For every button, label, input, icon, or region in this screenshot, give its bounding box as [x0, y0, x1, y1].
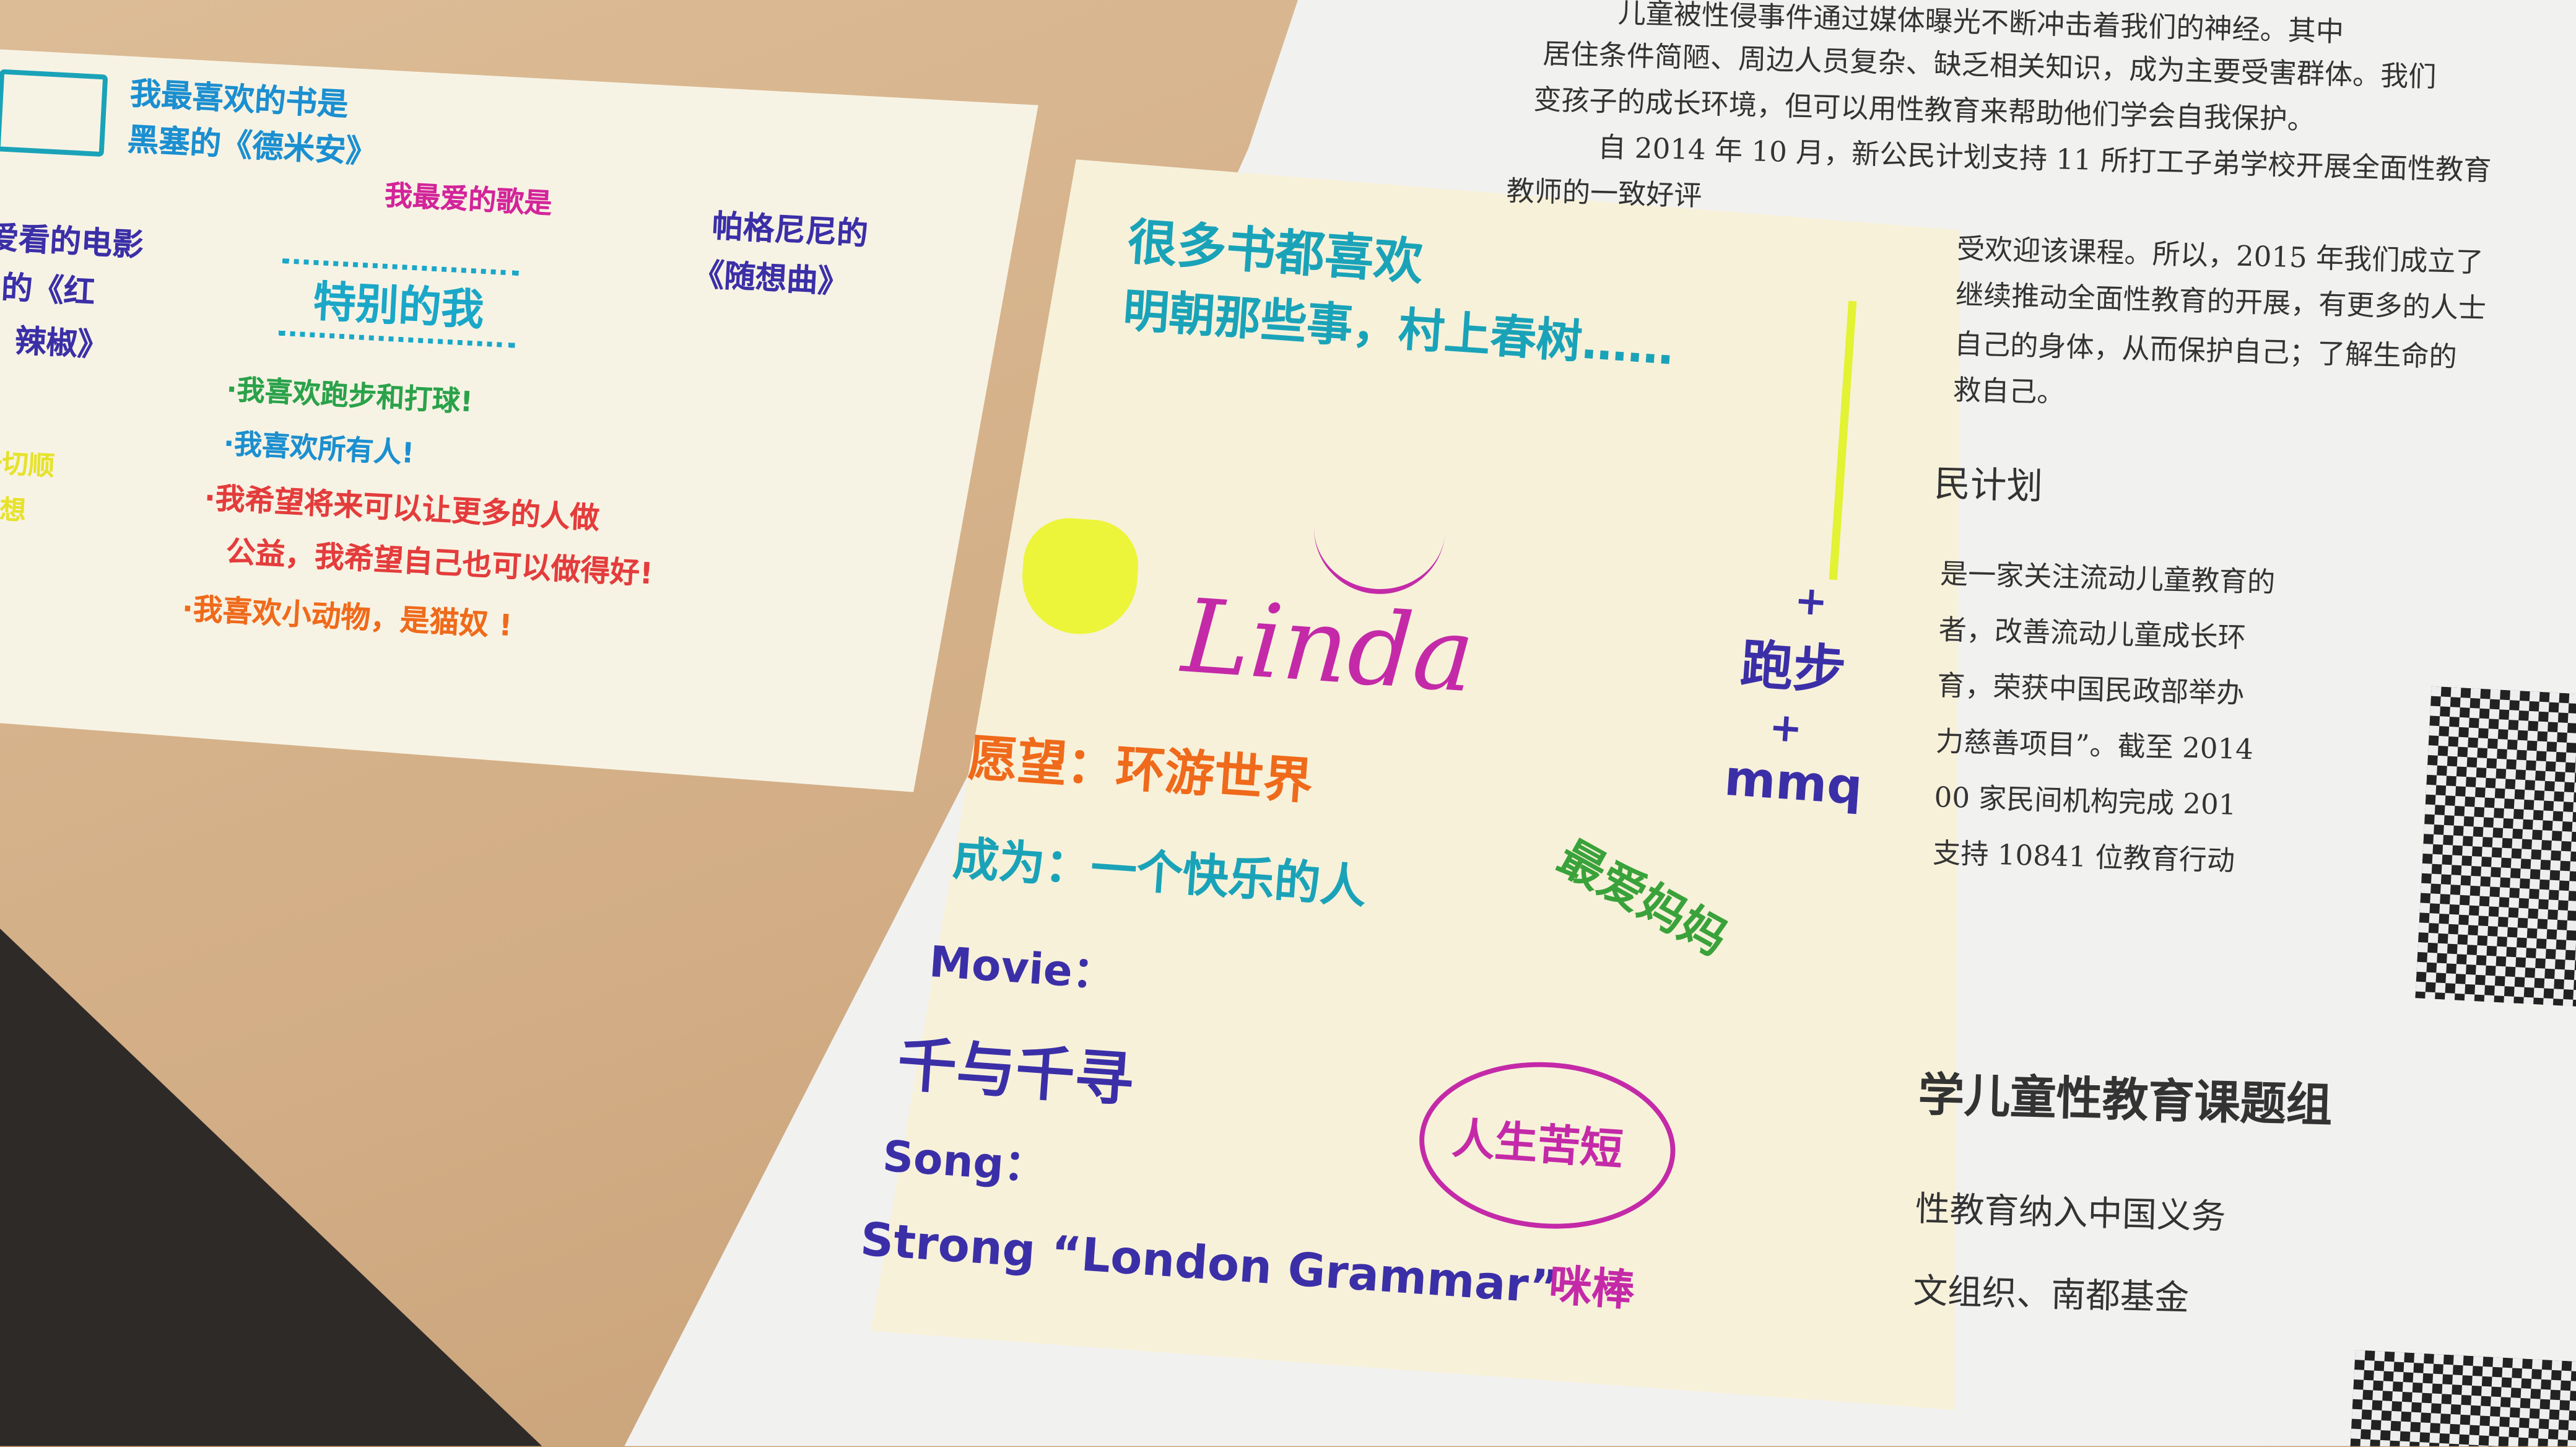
name: Linda: [1178, 575, 1478, 716]
doc-line: 者，改善流动儿童成长环: [1938, 614, 2247, 655]
note: 爱看的电影: [0, 220, 145, 264]
doc-line: 00 家民间机构完成 201: [1933, 782, 2237, 823]
note: 特别的我: [278, 258, 519, 348]
note: 千与千寻: [895, 1031, 1136, 1116]
qr-code: [2350, 1350, 2576, 1446]
qr-code: [2415, 686, 2576, 1007]
note: 心想: [0, 492, 27, 527]
doc-line: 救自己。: [1952, 374, 2066, 411]
note: 辣椒》: [14, 323, 110, 365]
doc-line: 力慈善项目”。截至 2014: [1935, 726, 2254, 767]
doc-line: 教师的一致好评: [1505, 175, 1702, 214]
note: Song：: [881, 1132, 1048, 1194]
doc-line: 育，荣获中国民政部举办: [1936, 670, 2245, 712]
doc-line: 文组织、南都基金: [1912, 1271, 2190, 1318]
note: +: [1793, 577, 1829, 626]
doc-line: 是一家关注流动儿童教育的: [1939, 558, 2276, 600]
doc-heading: 学儿童性教育课题组: [1917, 1067, 2333, 1133]
note: 人生苦短: [1450, 1115, 1625, 1176]
note: 一切顺: [0, 446, 56, 482]
doc-line: 性教育纳入中国义务: [1915, 1189, 2227, 1237]
note: mmq: [1722, 750, 1865, 818]
doc-heading: 民计划: [1933, 465, 2043, 509]
doc-line: 支持 10841 位教育行动: [1932, 837, 2235, 879]
book-icon: [0, 69, 108, 157]
note: 的《红: [0, 269, 96, 312]
note: 跑步: [1738, 632, 1848, 702]
note: Movie：: [928, 938, 1117, 1001]
note: +: [1767, 704, 1804, 753]
signature: 咪棒: [1547, 1262, 1636, 1318]
note: 我最爱的歌是: [383, 180, 553, 222]
note: 帕格尼尼的: [711, 208, 869, 253]
note: 《随想曲》: [692, 256, 850, 302]
